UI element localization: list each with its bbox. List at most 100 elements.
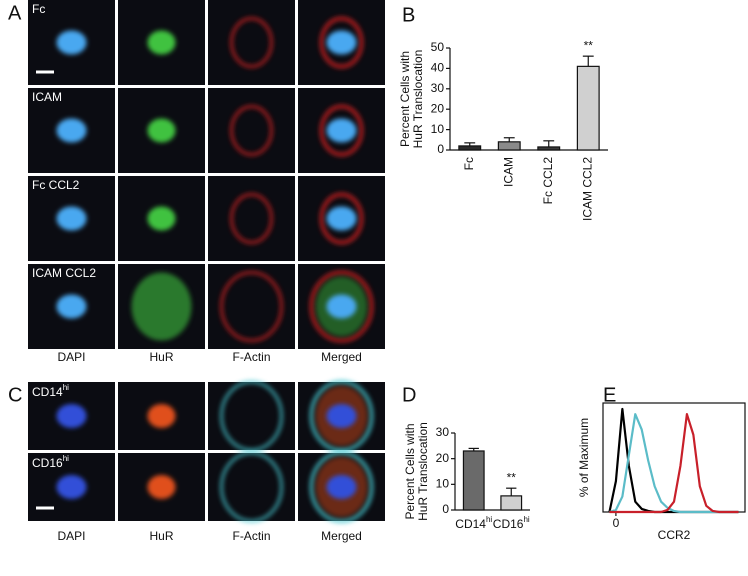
histogram-line (609, 413, 739, 514)
nucleus (56, 475, 87, 499)
x-tick-label: CD14hi (455, 515, 492, 531)
micrograph (118, 453, 205, 521)
y-tick-label: 0 (437, 142, 444, 156)
row-label-base: CD16 (32, 456, 63, 470)
x-tick-label-sup: hi (486, 515, 492, 524)
y-axis-label: Percent Cells with (398, 51, 412, 147)
row-label: Fc (32, 2, 45, 16)
micrograph (28, 382, 115, 450)
y-tick-label: 0 (442, 502, 449, 516)
y-tick-label: 10 (431, 122, 445, 136)
actin-ring (309, 380, 374, 452)
nucleus (56, 30, 87, 55)
y-axis-label: HuR Translocation (416, 422, 430, 521)
column-label: DAPI (57, 529, 85, 543)
column-label: DAPI (57, 350, 85, 364)
nucleus (56, 404, 87, 428)
y-axis-label: Percent Cells with (403, 423, 417, 519)
y-tick-label: 30 (431, 81, 445, 95)
row-label: ICAM CCL2 (32, 266, 96, 280)
y-tick-label: 40 (431, 61, 445, 75)
y-tick-label: 30 (436, 425, 450, 439)
y-tick-label: 50 (431, 40, 445, 54)
actin-ring (220, 380, 283, 452)
y-tick-label: 20 (431, 101, 445, 115)
micrograph (298, 451, 385, 523)
actin-ring (220, 271, 283, 342)
micrograph (298, 264, 385, 349)
x-tick-label-base: CD14 (455, 517, 486, 531)
x-axis-label: CCR2 (658, 528, 691, 542)
column-label: Merged (321, 529, 362, 543)
row-label: CD16hi (32, 454, 69, 470)
significance: ** (584, 38, 594, 52)
column-label: F-Actin (232, 529, 270, 543)
y-axis-label: HuR Translocation (411, 50, 425, 149)
nucleus (56, 294, 87, 319)
micrograph (28, 176, 115, 261)
micrograph (118, 88, 205, 173)
actin-ring (319, 192, 364, 245)
micrograph (298, 0, 385, 85)
micrograph-bg (208, 176, 295, 261)
y-tick-label: 10 (436, 477, 450, 491)
micrograph (208, 88, 295, 173)
column-label: F-Actin (232, 350, 270, 364)
actin-ring (309, 451, 374, 523)
panel-letter: C (8, 384, 22, 406)
micrograph (298, 88, 385, 173)
stain (147, 404, 176, 428)
micrograph (208, 380, 295, 452)
row-label-sup: hi (63, 454, 69, 463)
micrograph (28, 264, 115, 349)
stain (147, 475, 176, 499)
nucleus (326, 30, 357, 55)
x-tick-label: ICAM CCL2 (580, 157, 594, 221)
bar (500, 495, 523, 511)
significance: ** (507, 470, 517, 484)
actin-ring (230, 105, 273, 156)
nucleus (326, 294, 357, 319)
stain (147, 118, 176, 143)
x-tick-label: 0 (613, 516, 620, 530)
actin-ring (319, 16, 364, 69)
micrograph (208, 0, 295, 85)
micrograph (208, 176, 295, 261)
nucleus (56, 118, 87, 143)
y-tick-label: 20 (436, 451, 450, 465)
row-label: CD14hi (32, 383, 69, 399)
panel-letter: D (402, 384, 416, 406)
micrograph-bg (208, 88, 295, 173)
micrograph (118, 0, 205, 85)
micrograph (28, 453, 115, 521)
nucleus (56, 206, 87, 231)
nucleus (326, 404, 357, 428)
nucleus (326, 206, 357, 231)
column-label: HuR (149, 529, 173, 543)
micrograph (208, 451, 295, 523)
nucleus (326, 475, 357, 499)
micrograph (118, 176, 205, 261)
x-tick-label: Fc CCL2 (541, 157, 555, 205)
micrograph (208, 264, 295, 349)
actin-ring (230, 193, 273, 244)
bar (576, 65, 600, 151)
micrograph (28, 88, 115, 173)
micrograph-bg (208, 0, 295, 85)
row-label-sup: hi (63, 383, 69, 392)
panel-letter: E (603, 384, 616, 406)
row-label-base: CD14 (32, 385, 63, 399)
micrograph (118, 382, 205, 450)
x-tick-label-sup: hi (523, 515, 529, 524)
actin-ring (309, 270, 374, 343)
micrograph (298, 176, 385, 261)
x-tick-label: ICAM (501, 157, 515, 187)
stain (147, 30, 176, 55)
bar (458, 145, 482, 151)
bar (462, 450, 485, 511)
bar (497, 141, 521, 151)
x-tick-label-base: CD16 (493, 517, 524, 531)
actin-ring (220, 451, 283, 523)
row-label: Fc CCL2 (32, 178, 80, 192)
